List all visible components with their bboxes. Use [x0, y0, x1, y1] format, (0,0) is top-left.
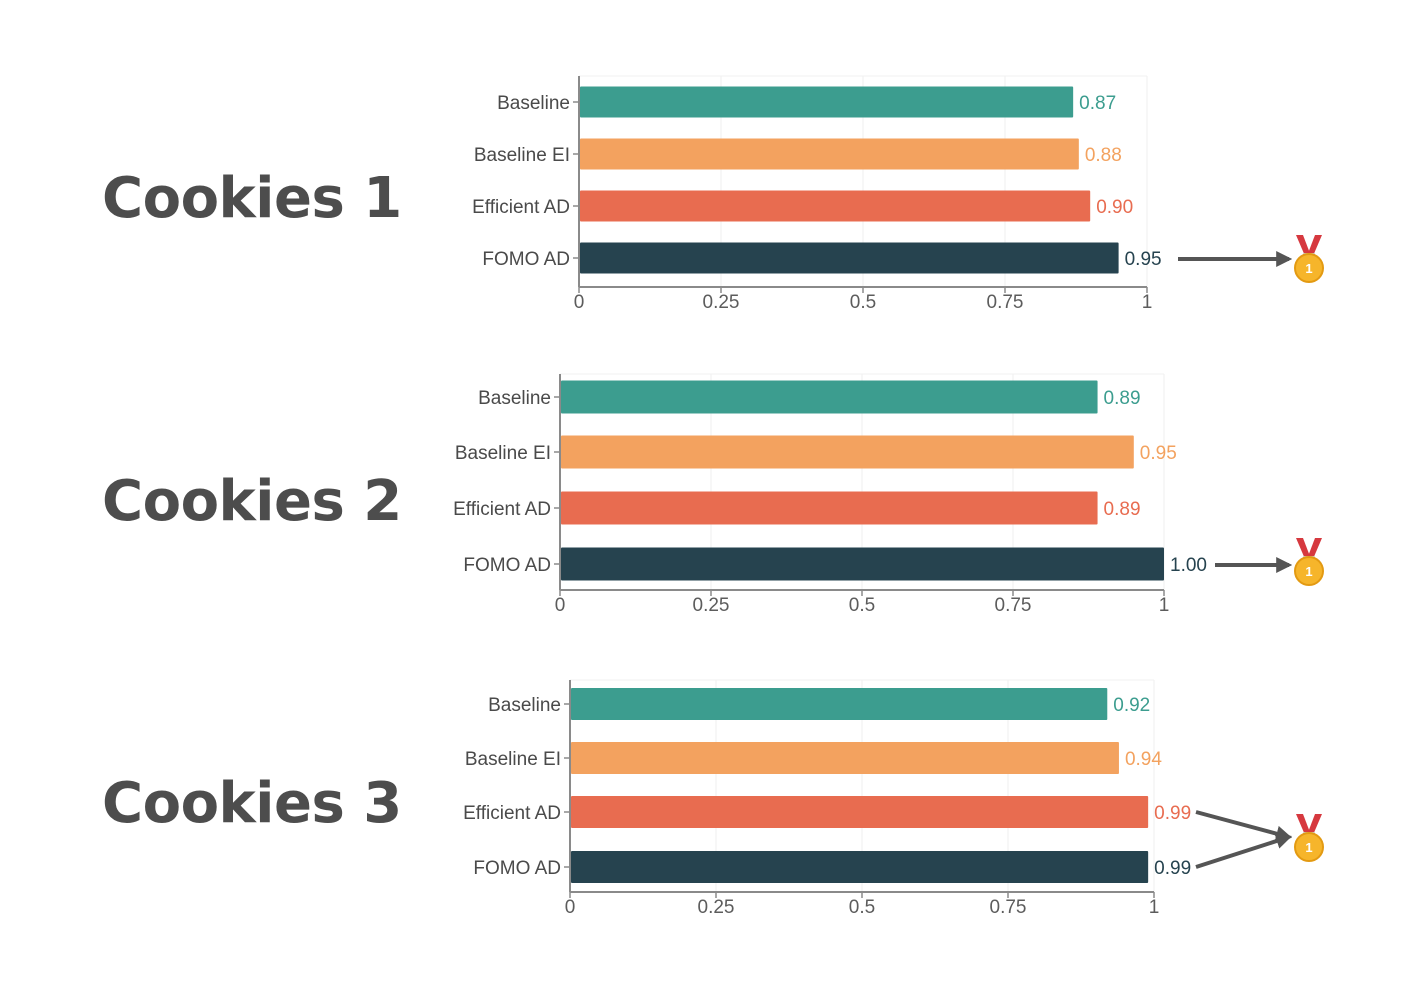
x-tick-label: 1 [1142, 292, 1153, 313]
category-label: Efficient AD [453, 499, 551, 520]
value-label: 0.94 [1125, 749, 1162, 770]
category-label: FOMO AD [463, 555, 551, 576]
value-label: 1.00 [1170, 555, 1207, 576]
category-label: Baseline [478, 388, 551, 409]
x-tick-label: 0 [565, 897, 576, 918]
medal-disc [1294, 556, 1324, 586]
bar-fomo-ad [561, 547, 1164, 581]
gold-medal-icon: 1 [1294, 235, 1324, 283]
value-label: 0.92 [1113, 695, 1150, 716]
winner-arrow [1195, 833, 1293, 869]
panel-title-cookies-3: Cookies 3 [102, 771, 402, 836]
category-label: Efficient AD [463, 803, 561, 824]
bar-baseline-ei [580, 138, 1079, 170]
bar-efficient-ad [561, 491, 1098, 525]
x-tick-label: 1 [1159, 595, 1170, 616]
value-label: 0.88 [1085, 145, 1122, 166]
value-label: 0.87 [1079, 93, 1116, 114]
value-label: 0.99 [1154, 858, 1191, 879]
medal-disc [1294, 253, 1324, 283]
x-tick-label: 0 [574, 292, 585, 313]
medal-rank-text: 1 [1305, 840, 1312, 855]
bar-fomo-ad [571, 851, 1149, 883]
medal-ribbon-right [1307, 814, 1322, 835]
bar-baseline-ei [571, 742, 1119, 774]
category-label: Efficient AD [472, 197, 570, 218]
gold-medal-icon: 1 [1294, 814, 1324, 862]
category-label: Baseline [488, 695, 561, 716]
medal-rank-text: 1 [1305, 564, 1312, 579]
chart-cookies-1: 0 0.25 0.5 0.75 1 Baseline 0.87 Baseline EI 0.88… [472, 75, 1324, 313]
value-label: 0.99 [1154, 803, 1191, 824]
bar-efficient-ad [571, 796, 1149, 828]
x-tick-label: 0.75 [987, 292, 1024, 313]
medal-ribbon-left [1296, 814, 1311, 835]
x-tick-label: 0.5 [850, 292, 876, 313]
x-tick-label: 0 [555, 595, 566, 616]
panel-title-cookies-2: Cookies 2 [102, 469, 402, 534]
bar-baseline [571, 688, 1108, 720]
x-tick-label: 0.25 [693, 595, 730, 616]
value-label: 0.95 [1140, 443, 1177, 464]
category-label: Baseline EI [474, 145, 570, 166]
value-label: 0.95 [1125, 249, 1162, 270]
medal-ribbon-right [1307, 235, 1322, 256]
bar-baseline [580, 86, 1074, 118]
bar-efficient-ad [580, 190, 1091, 222]
winner-arrow [1195, 810, 1293, 842]
x-tick-label: 1 [1149, 897, 1160, 918]
medal-disc [1294, 832, 1324, 862]
x-tick-label: 0.25 [698, 897, 735, 918]
bar-baseline-ei [561, 435, 1134, 469]
category-label: FOMO AD [482, 249, 570, 270]
value-label: 0.89 [1104, 499, 1141, 520]
medal-ribbon-left [1296, 235, 1311, 256]
gold-medal-icon: 1 [1294, 538, 1324, 586]
chart-cookies-3: 0 0.25 0.5 0.75 1 Baseline 0.92 Baseline EI 0.94… [463, 679, 1324, 918]
category-label: Baseline EI [465, 749, 561, 770]
medal-ribbon-right [1307, 538, 1322, 559]
medal-rank-text: 1 [1305, 261, 1312, 276]
x-tick-label: 0.5 [849, 595, 875, 616]
x-tick-label: 0.75 [995, 595, 1032, 616]
category-label: Baseline EI [455, 443, 551, 464]
x-tick-label: 0.25 [703, 292, 740, 313]
category-label: Baseline [497, 93, 570, 114]
x-tick-label: 0.75 [990, 897, 1027, 918]
x-tick-label: 0.5 [849, 897, 875, 918]
chart-cookies-2: 0 0.25 0.5 0.75 1 Baseline 0.89 Baseline EI 0.95… [453, 373, 1324, 616]
category-label: FOMO AD [473, 858, 561, 879]
value-label: 0.89 [1104, 388, 1141, 409]
panel-title-cookies-1: Cookies 1 [102, 166, 402, 231]
bar-baseline [561, 380, 1098, 414]
medal-ribbon-left [1296, 538, 1311, 559]
bar-fomo-ad [580, 242, 1119, 274]
value-label: 0.90 [1096, 197, 1133, 218]
